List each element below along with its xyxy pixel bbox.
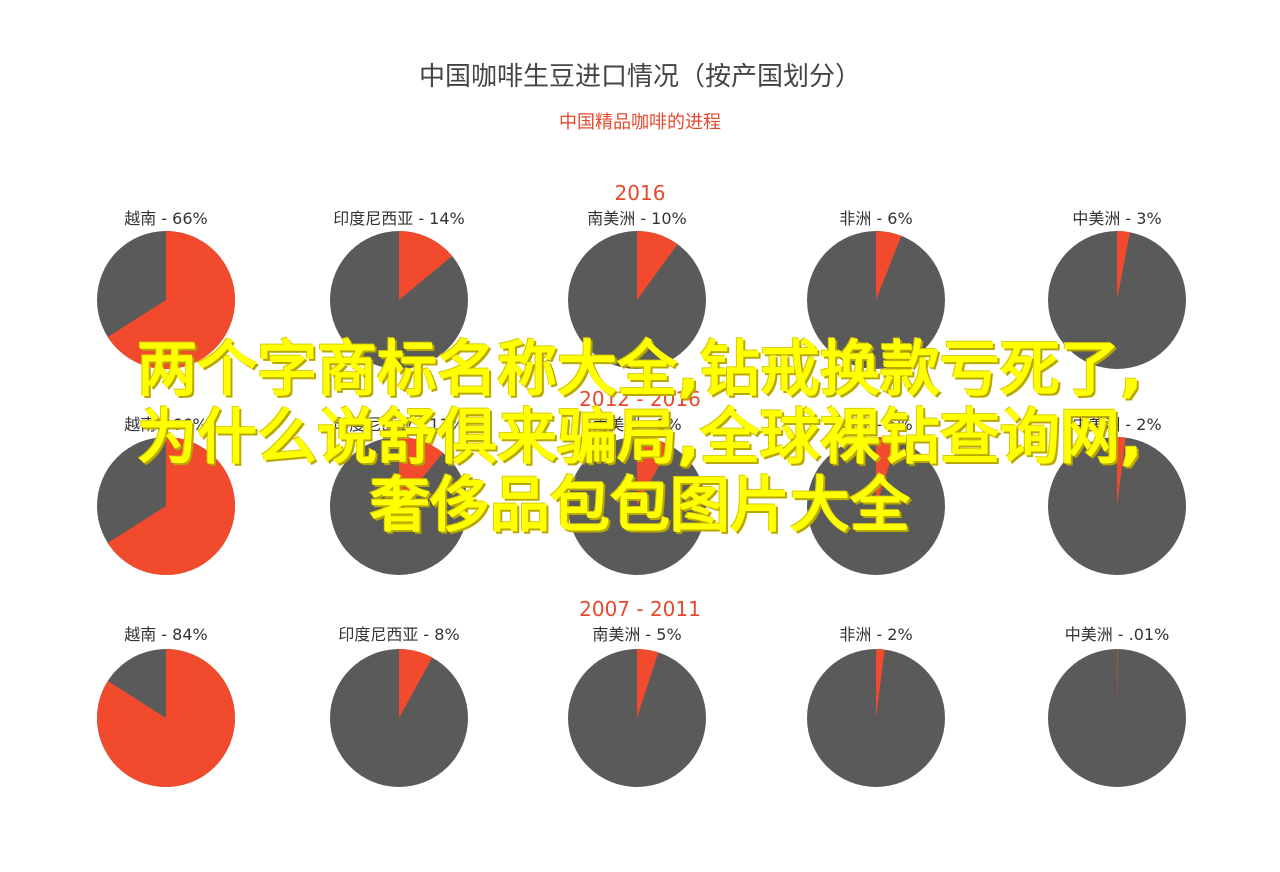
chart-title: 中国咖啡生豆进口情况（按产国划分） <box>418 62 861 92</box>
overlay-caption: 两个字商标名称大全,钻戒换款亏死了, 为什么说舒俱来骗局,全球裸钻查询网, 奢侈… <box>0 336 1280 540</box>
period-title: 2012 - 2016 <box>579 387 701 411</box>
pie-label: 中美洲 - 2% <box>1072 415 1161 434</box>
pie-0-2 <box>568 231 706 369</box>
pie-1-0 <box>97 437 235 575</box>
pie-0-1 <box>330 231 468 369</box>
pie-slice <box>876 437 898 506</box>
pie-slice <box>107 437 235 575</box>
pie-2-0 <box>96 649 235 787</box>
pie-slice <box>399 437 443 506</box>
pie-slice <box>637 436 671 506</box>
period-title: 2007 - 2011 <box>579 597 701 621</box>
chart-subtitle: 中国精品咖啡的进程 <box>559 112 721 133</box>
pie-label: 越南 - 66% <box>124 415 208 434</box>
pie-label: 越南 - 66% <box>124 209 208 228</box>
pie-label: 非洲 - 2% <box>839 625 912 644</box>
pie-slice <box>399 649 433 718</box>
pie-2-3 <box>807 649 945 787</box>
pie-slice <box>1117 436 1126 506</box>
pie-label: 印度尼西亚 - 11% <box>333 415 465 434</box>
pie-label: 中美洲 - .01% <box>1065 625 1170 644</box>
pie-slice <box>1117 648 1118 718</box>
pie-label: 中美洲 - 3% <box>1072 209 1161 228</box>
pie-label: 印度尼西亚 - 14% <box>333 209 465 228</box>
pie-slice <box>107 231 235 369</box>
pie-2-2 <box>568 649 706 787</box>
pie-slice <box>876 649 885 718</box>
pie-label: 南美洲 - 8% <box>592 415 681 434</box>
pie-0-4 <box>1048 231 1186 369</box>
pie-0-3 <box>807 231 945 369</box>
pie-1-2 <box>568 436 706 575</box>
pie-1-4 <box>1048 436 1186 575</box>
pie-label: 非洲 - 5% <box>839 415 912 434</box>
pie-label: 南美洲 - 5% <box>592 625 681 644</box>
pie-slice <box>637 649 659 718</box>
pie-slice <box>399 231 453 300</box>
pie-slice <box>876 231 902 300</box>
overlay-line: 奢侈品包包图片大全 <box>370 471 910 541</box>
overlay-line: 为什么说舒俱来骗局,全球裸钻查询网, <box>137 403 1143 473</box>
pie-1-3 <box>807 437 945 575</box>
period-title: 2016 <box>615 181 666 205</box>
pie-slice <box>637 231 678 300</box>
pie-2-4 <box>1048 648 1186 787</box>
pie-label: 南美洲 - 10% <box>587 209 687 228</box>
pie-label: 印度尼西亚 - 8% <box>338 625 459 644</box>
pie-1-1 <box>330 437 468 575</box>
pie-slice <box>96 649 235 787</box>
pie-label: 越南 - 84% <box>124 625 208 644</box>
pie-slice <box>1117 231 1130 300</box>
pie-0-0 <box>97 231 235 369</box>
overlay-line: 两个字商标名称大全,钻戒换款亏死了, <box>137 335 1143 405</box>
pie-2-1 <box>330 649 468 787</box>
pie-label: 非洲 - 6% <box>839 209 912 228</box>
